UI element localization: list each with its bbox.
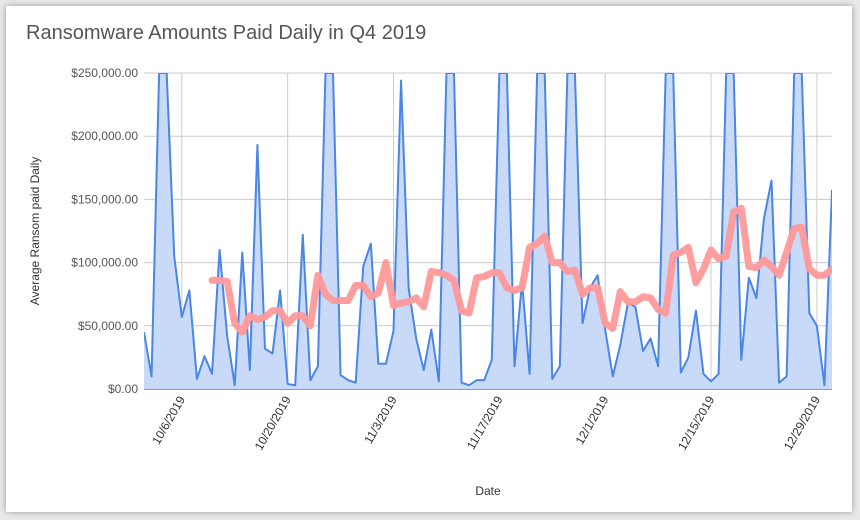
x-tick-label: 11/3/2019 bbox=[361, 393, 400, 446]
chart-title: Ransomware Amounts Paid Daily in Q4 2019 bbox=[26, 22, 427, 44]
y-tick-label: $50,000.00 bbox=[78, 319, 138, 333]
x-axis-label: Date bbox=[475, 484, 501, 498]
y-tick-label: $150,000.00 bbox=[71, 192, 138, 206]
y-tick-labels: $0.00 $50,000.00 $100,000.00 $150,000.00 $20… bbox=[71, 66, 138, 396]
x-tick-label: 12/15/2019 bbox=[675, 393, 717, 452]
x-tick-label: 10/6/2019 bbox=[149, 393, 188, 447]
x-tick-label: 12/29/2019 bbox=[781, 393, 823, 452]
y-axis-label: Average Ransom paid Daily bbox=[28, 157, 42, 306]
x-tick-labels: 10/6/2019 10/20/2019 11/3/2019 11/17/2019 12… bbox=[149, 393, 823, 452]
y-tick-label: $250,000.00 bbox=[71, 66, 138, 80]
x-tick-label: 10/20/2019 bbox=[252, 393, 294, 452]
series-line-average bbox=[208, 204, 832, 336]
series-group bbox=[144, 73, 832, 389]
y-tick-label: $200,000.00 bbox=[71, 129, 138, 143]
x-tick-label: 12/1/2019 bbox=[573, 393, 612, 447]
y-tick-label: $100,000.00 bbox=[71, 256, 138, 270]
y-tick-label: $0.00 bbox=[108, 382, 138, 396]
x-tick-label: 11/17/2019 bbox=[464, 393, 506, 452]
